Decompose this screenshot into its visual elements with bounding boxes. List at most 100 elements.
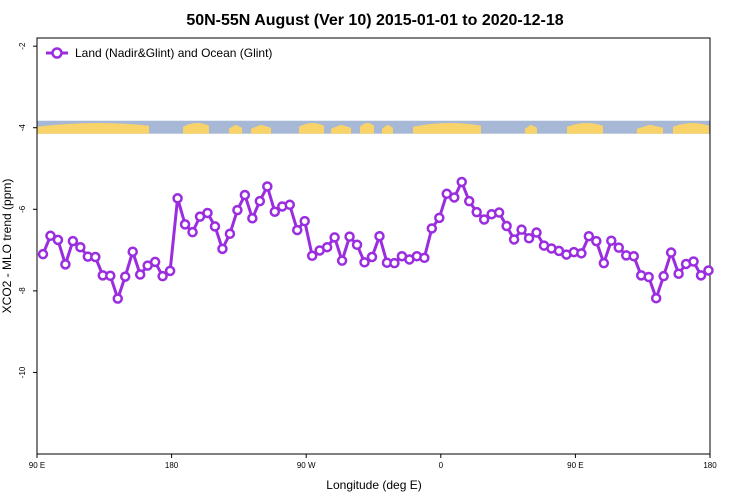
land-segment — [229, 124, 242, 134]
data-point — [187, 226, 198, 238]
y-tick-label: -6 — [18, 205, 27, 213]
x-tick-label: 180 — [165, 461, 179, 470]
data-point — [665, 247, 677, 258]
data-point — [531, 227, 542, 238]
y-tick-label: -4 — [18, 124, 27, 132]
land-segment — [525, 124, 537, 134]
land-segment — [382, 124, 393, 134]
x-tick-label: 90 W — [297, 461, 316, 470]
data-point — [52, 234, 64, 246]
data-point — [247, 213, 258, 224]
data-point — [650, 292, 662, 304]
y-axis: -2 -4 -6 -8 -10 — [18, 42, 37, 378]
legend: Land (Nadir&Glint) and Ocean (Glint) — [46, 46, 272, 60]
data-point — [209, 221, 221, 232]
data-point — [389, 257, 400, 269]
y-tick-label: -2 — [18, 42, 27, 50]
data-point — [351, 239, 363, 251]
series-layer — [37, 176, 714, 304]
data-point — [598, 257, 610, 269]
data-point — [291, 224, 303, 236]
data-point — [695, 270, 707, 281]
data-point — [127, 246, 138, 257]
legend-marker — [51, 47, 63, 59]
data-point — [157, 270, 168, 282]
data-point — [516, 224, 527, 235]
data-point — [202, 207, 213, 219]
data-point — [613, 242, 625, 253]
data-point — [359, 257, 370, 268]
land-segment — [331, 124, 351, 134]
data-point — [456, 176, 467, 188]
legend-label: Land (Nadir&Glint) and Ocean (Glint) — [75, 46, 272, 60]
data-point — [284, 199, 295, 211]
data-point — [501, 220, 512, 232]
data-point — [419, 252, 430, 264]
land-segment — [360, 122, 374, 134]
x-tick-label: 180 — [703, 461, 717, 470]
data-point — [426, 223, 438, 234]
data-point — [576, 248, 587, 259]
data-point — [329, 232, 340, 243]
data-point — [60, 259, 71, 270]
data-point — [688, 256, 699, 267]
data-point — [591, 235, 602, 247]
data-point — [37, 248, 49, 260]
data-point — [493, 207, 505, 218]
land-segment — [567, 122, 603, 134]
land-segment — [299, 122, 324, 134]
y-tick-label: -8 — [18, 287, 27, 295]
data-point — [643, 271, 654, 283]
data-point — [471, 206, 482, 218]
data-point — [172, 193, 183, 204]
data-point — [703, 265, 714, 276]
y-axis-label: XCO2 - MLO trend (ppm) — [0, 179, 14, 314]
land-segment — [37, 122, 149, 134]
data-point — [134, 269, 146, 280]
data-point — [321, 241, 333, 253]
data-point — [254, 195, 266, 207]
data-point — [299, 215, 310, 227]
data-point — [658, 270, 669, 282]
land-segment — [251, 124, 271, 134]
data-point — [217, 243, 228, 255]
land-segment — [183, 122, 209, 134]
data-point — [112, 293, 124, 304]
x-axis-label: Longitude (deg E) — [326, 478, 421, 492]
data-point — [239, 189, 251, 201]
data-point — [628, 250, 639, 262]
data-point — [105, 270, 116, 282]
land-segment — [413, 122, 481, 134]
data-point — [366, 251, 378, 263]
surface-type-band — [37, 120, 710, 134]
data-point — [523, 233, 535, 244]
data-point — [224, 228, 236, 240]
data-point — [478, 214, 490, 225]
data-point — [508, 234, 520, 245]
data-point — [232, 204, 243, 216]
data-point — [344, 231, 355, 242]
data-point — [45, 230, 56, 242]
data-point — [463, 195, 475, 207]
data-point — [67, 235, 79, 247]
data-point — [90, 251, 101, 263]
data-point — [262, 181, 273, 192]
y-tick-label: -10 — [18, 366, 27, 378]
data-point — [374, 230, 385, 242]
data-point — [336, 255, 348, 266]
data-point — [583, 230, 595, 242]
land-segment — [673, 122, 709, 134]
data-point — [606, 235, 617, 246]
data-point — [449, 192, 460, 203]
land-segment — [637, 124, 663, 134]
plot-frame — [36, 37, 711, 455]
data-point — [269, 206, 281, 217]
x-tick-label: 90 E — [567, 461, 583, 470]
data-point — [149, 256, 161, 268]
data-point — [673, 268, 684, 279]
chart-title: 50N-55N August (Ver 10) 2015-01-01 to 20… — [186, 12, 563, 29]
data-point — [164, 265, 176, 277]
data-point — [119, 271, 131, 282]
data-point — [306, 250, 318, 262]
